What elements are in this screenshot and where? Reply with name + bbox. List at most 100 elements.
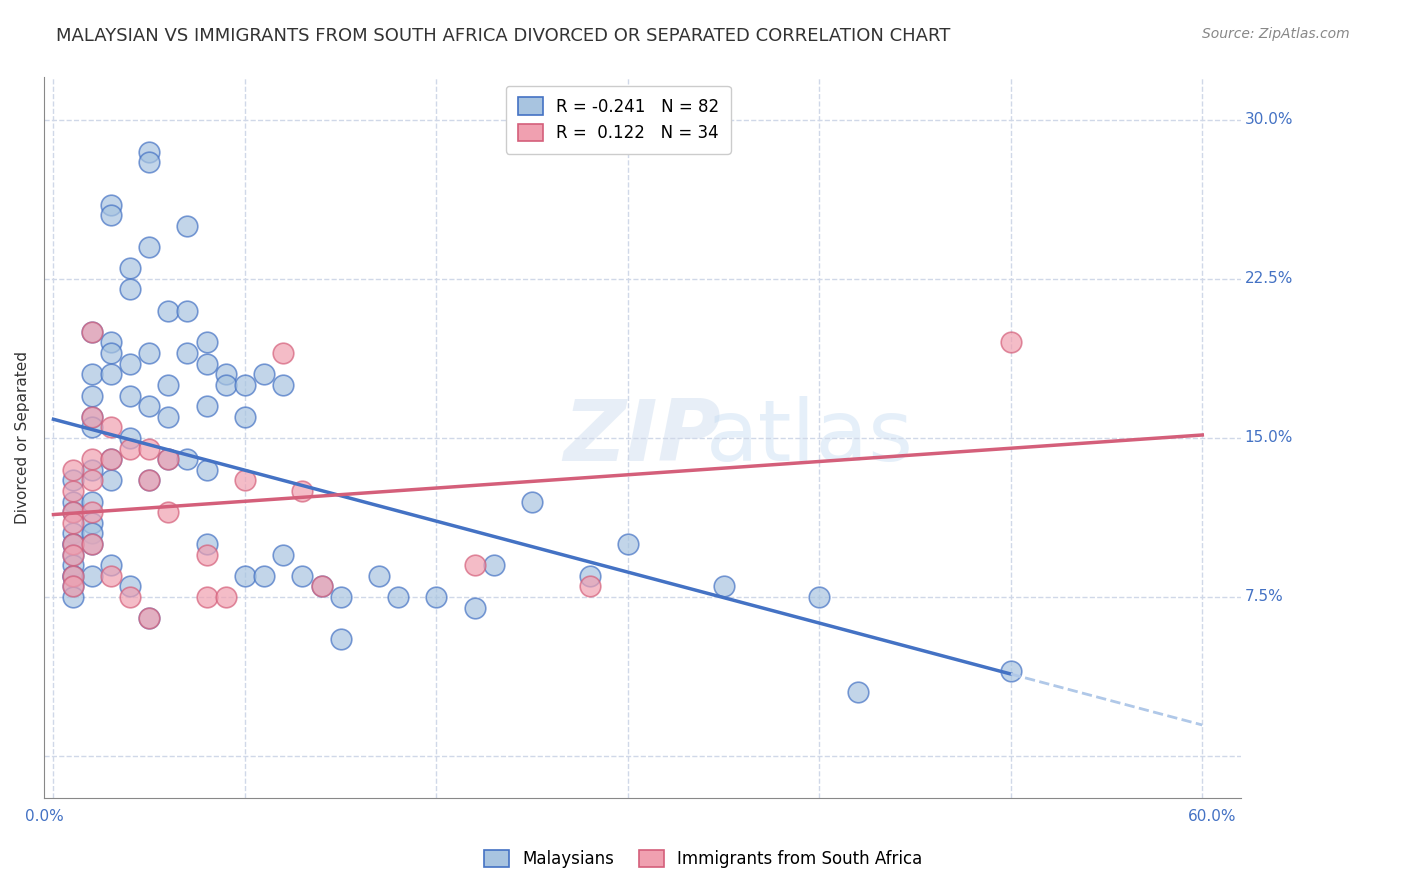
Malaysians	[329, 590, 352, 604]
Malaysians	[138, 399, 160, 413]
Malaysians	[62, 505, 84, 519]
Malaysians	[713, 579, 735, 593]
Immigrants from South Africa	[62, 483, 84, 498]
Malaysians	[329, 632, 352, 647]
Malaysians	[176, 346, 198, 360]
Immigrants from South Africa	[80, 473, 103, 487]
Immigrants from South Africa	[195, 548, 218, 562]
Malaysians	[253, 368, 276, 382]
Malaysians	[482, 558, 505, 573]
Text: MALAYSIAN VS IMMIGRANTS FROM SOUTH AFRICA DIVORCED OR SEPARATED CORRELATION CHAR: MALAYSIAN VS IMMIGRANTS FROM SOUTH AFRIC…	[56, 27, 950, 45]
Malaysians	[138, 155, 160, 169]
Immigrants from South Africa	[195, 590, 218, 604]
Malaysians	[808, 590, 831, 604]
Immigrants from South Africa	[291, 483, 314, 498]
Malaysians	[118, 261, 141, 276]
Malaysians	[176, 452, 198, 467]
Malaysians	[387, 590, 409, 604]
Immigrants from South Africa	[157, 452, 180, 467]
Immigrants from South Africa	[80, 325, 103, 339]
Text: 15.0%: 15.0%	[1244, 431, 1292, 445]
Malaysians	[100, 473, 122, 487]
Malaysians	[195, 537, 218, 551]
Malaysians	[62, 473, 84, 487]
Malaysians	[100, 335, 122, 350]
Malaysians	[118, 431, 141, 445]
Malaysians	[291, 568, 314, 582]
Malaysians	[62, 548, 84, 562]
Malaysians	[215, 368, 238, 382]
Malaysians	[195, 357, 218, 371]
Malaysians	[138, 473, 160, 487]
Immigrants from South Africa	[311, 579, 333, 593]
Malaysians	[80, 516, 103, 530]
Malaysians	[425, 590, 447, 604]
Immigrants from South Africa	[118, 442, 141, 456]
Immigrants from South Africa	[138, 442, 160, 456]
Immigrants from South Africa	[62, 463, 84, 477]
Malaysians	[157, 303, 180, 318]
Text: 7.5%: 7.5%	[1244, 590, 1284, 605]
Malaysians	[100, 197, 122, 211]
Malaysians	[62, 558, 84, 573]
Malaysians	[253, 568, 276, 582]
Immigrants from South Africa	[80, 452, 103, 467]
Malaysians	[157, 452, 180, 467]
Malaysians	[195, 399, 218, 413]
Malaysians	[62, 537, 84, 551]
Malaysians	[233, 409, 256, 424]
Malaysians	[464, 600, 486, 615]
Immigrants from South Africa	[578, 579, 600, 593]
Immigrants from South Africa	[62, 568, 84, 582]
Malaysians	[617, 537, 640, 551]
Malaysians	[271, 378, 294, 392]
Text: 30.0%: 30.0%	[1244, 112, 1294, 128]
Malaysians	[271, 548, 294, 562]
Malaysians	[100, 558, 122, 573]
Immigrants from South Africa	[138, 473, 160, 487]
Malaysians	[62, 590, 84, 604]
Immigrants from South Africa	[100, 568, 122, 582]
Malaysians	[520, 494, 543, 508]
Malaysians	[138, 611, 160, 625]
Immigrants from South Africa	[233, 473, 256, 487]
Malaysians	[1000, 664, 1022, 678]
Y-axis label: Divorced or Separated: Divorced or Separated	[15, 351, 30, 524]
Malaysians	[100, 452, 122, 467]
Text: atlas: atlas	[706, 396, 914, 479]
Malaysians	[195, 335, 218, 350]
Legend: R = -0.241   N = 82, R =  0.122   N = 34: R = -0.241 N = 82, R = 0.122 N = 34	[506, 86, 731, 153]
Malaysians	[62, 579, 84, 593]
Immigrants from South Africa	[80, 537, 103, 551]
Malaysians	[62, 494, 84, 508]
Immigrants from South Africa	[62, 548, 84, 562]
Immigrants from South Africa	[271, 346, 294, 360]
Immigrants from South Africa	[464, 558, 486, 573]
Malaysians	[80, 463, 103, 477]
Immigrants from South Africa	[80, 409, 103, 424]
Malaysians	[215, 378, 238, 392]
Text: Source: ZipAtlas.com: Source: ZipAtlas.com	[1202, 27, 1350, 41]
Malaysians	[138, 145, 160, 159]
Immigrants from South Africa	[62, 505, 84, 519]
Text: 0.0%: 0.0%	[24, 809, 63, 824]
Malaysians	[176, 219, 198, 233]
Immigrants from South Africa	[1000, 335, 1022, 350]
Malaysians	[80, 526, 103, 541]
Malaysians	[80, 388, 103, 402]
Malaysians	[62, 526, 84, 541]
Immigrants from South Africa	[100, 420, 122, 434]
Malaysians	[846, 685, 869, 699]
Immigrants from South Africa	[100, 452, 122, 467]
Malaysians	[311, 579, 333, 593]
Malaysians	[100, 368, 122, 382]
Malaysians	[157, 409, 180, 424]
Malaysians	[138, 240, 160, 254]
Malaysians	[233, 568, 256, 582]
Immigrants from South Africa	[62, 579, 84, 593]
Malaysians	[62, 568, 84, 582]
Text: 60.0%: 60.0%	[1188, 809, 1236, 824]
Immigrants from South Africa	[62, 516, 84, 530]
Malaysians	[195, 463, 218, 477]
Malaysians	[62, 537, 84, 551]
